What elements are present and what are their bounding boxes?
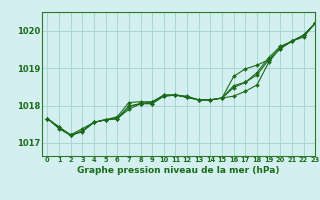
X-axis label: Graphe pression niveau de la mer (hPa): Graphe pression niveau de la mer (hPa) xyxy=(77,166,280,175)
